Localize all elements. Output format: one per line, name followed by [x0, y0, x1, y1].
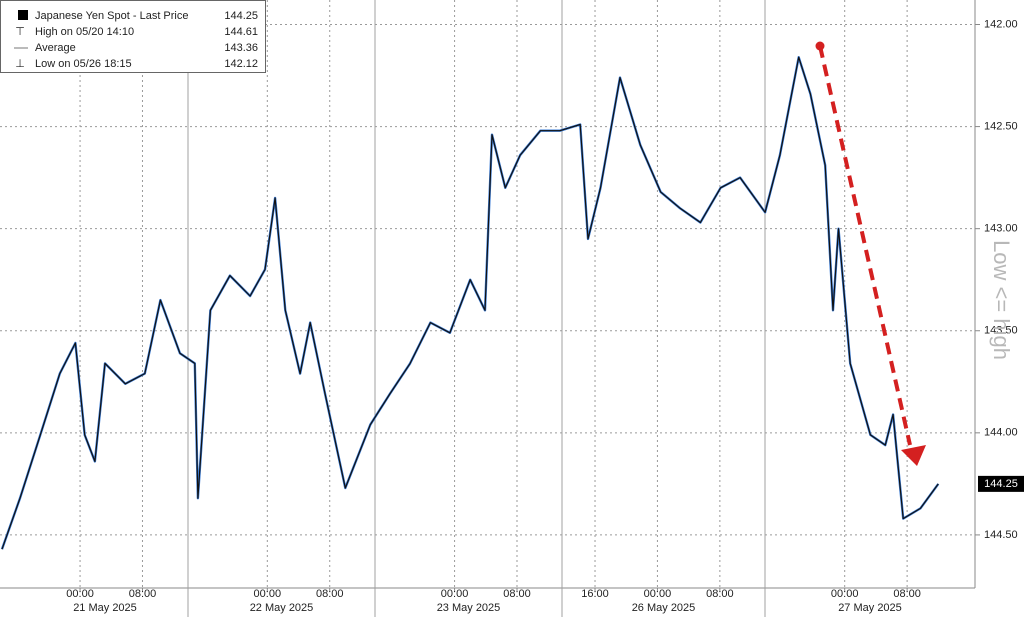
date-label: 27 May 2025: [838, 602, 902, 614]
x-tick-label: 08:00: [893, 588, 921, 600]
legend-icon: ⊥: [15, 58, 25, 70]
legend-label: High on 05/20 14:10: [35, 26, 134, 38]
y-tick-label: 144.00: [984, 427, 1018, 439]
arrow-start: [815, 41, 825, 51]
last-price-label: 144.25: [984, 478, 1018, 490]
legend-icon: ⊤: [15, 26, 25, 38]
y-tick-label: 142.50: [984, 120, 1018, 132]
legend-label: Average: [35, 42, 76, 54]
x-tick-label: 16:00: [581, 588, 609, 600]
date-label: 26 May 2025: [632, 602, 696, 614]
last-price-box: [978, 475, 1024, 492]
y-tick-label: 143.00: [984, 223, 1018, 235]
legend-value: 144.61: [224, 26, 258, 38]
arrow-head: [901, 445, 926, 466]
y-tick-label: 144.50: [984, 529, 1018, 541]
x-tick-label: 00:00: [441, 588, 469, 600]
x-tick-label: 08:00: [503, 588, 531, 600]
date-label: 23 May 2025: [437, 602, 501, 614]
x-tick-label: 00:00: [254, 588, 282, 600]
y-tick-label: 142.00: [984, 18, 1018, 30]
y-tick-label: 143.50: [984, 325, 1018, 337]
x-tick-label: 08:00: [129, 588, 157, 600]
date-label: 22 May 2025: [250, 602, 314, 614]
annotation-arrow: [818, 45, 912, 446]
x-tick-label: 00:00: [831, 588, 859, 600]
last-price-tag: 144.25: [978, 475, 1024, 492]
legend-value: 144.25: [224, 10, 258, 22]
date-label: 21 May 2025: [73, 602, 137, 614]
legend: Japanese Yen Spot - Last Price 144.25 ⊤ …: [0, 0, 266, 73]
x-tick-label: 00:00: [644, 588, 672, 600]
x-tick-label: 08:00: [316, 588, 344, 600]
legend-value: 143.36: [224, 42, 258, 54]
price-line: [1, 56, 939, 550]
x-tick-label: 08:00: [706, 588, 734, 600]
legend-label: Japanese Yen Spot - Last Price: [35, 10, 189, 22]
x-tick-label: 00:00: [66, 588, 94, 600]
legend-value: 142.12: [224, 58, 258, 70]
legend-swatch: [18, 10, 28, 20]
annotation: Low <= high: [989, 240, 1014, 360]
legend-label: Low on 05/26 18:15: [35, 58, 132, 70]
legend-box: [0, 0, 266, 73]
